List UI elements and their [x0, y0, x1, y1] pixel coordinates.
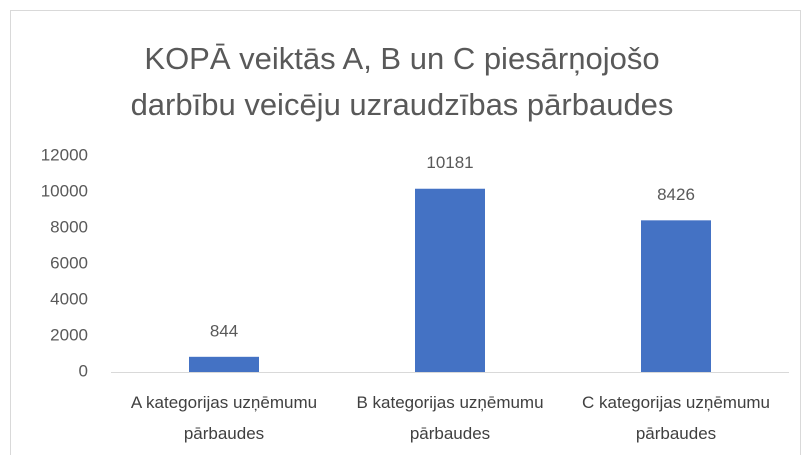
y-tick-label: 4000	[50, 289, 88, 308]
data-label: 844	[210, 321, 238, 340]
y-tick-label: 8000	[50, 217, 88, 236]
y-tick-label: 6000	[50, 253, 88, 272]
x-tick-label: C kategorijas uzņēmumu pārbaudes	[581, 393, 771, 443]
data-label: 10181	[426, 153, 473, 172]
y-tick-label: 12000	[41, 145, 88, 164]
y-tick-label: 2000	[50, 325, 88, 344]
bar	[415, 188, 485, 372]
bar	[641, 220, 711, 372]
bar	[189, 356, 259, 372]
y-tick-label: 10000	[41, 181, 88, 200]
x-tick-label: B kategorijas uzņēmumu pārbaudes	[356, 393, 544, 443]
data-label: 8426	[657, 185, 695, 204]
x-tick-label: A kategorijas uzņēmumu pārbaudes	[130, 393, 318, 443]
chart-title: KOPĀ veiktās A, B un C piesārņojošo darb…	[130, 41, 674, 122]
y-tick-label: 0	[79, 361, 88, 380]
chart-border	[10, 10, 801, 455]
